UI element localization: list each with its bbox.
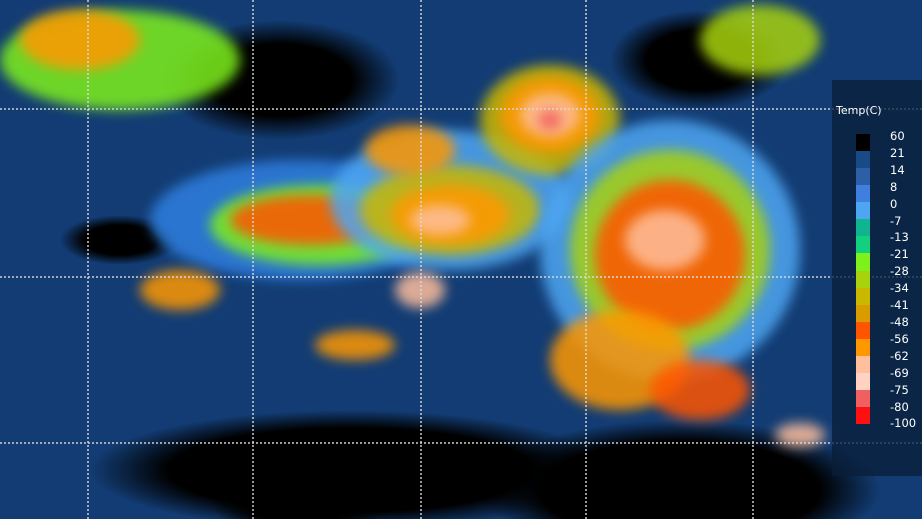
legend-label: 60 [890,129,905,143]
legend-label: 14 [890,162,905,177]
legend-label: -75 [890,382,909,397]
legend-label: -62 [890,348,909,363]
legend-label: -56 [890,331,909,346]
legend-label: -21 [890,247,909,262]
legend-labels: 60 21 14 8 0 -7 -13 -21 -28 -34 -41 -48 -56 -62 -69 -75… [890,128,916,432]
legend-label: -69 [890,365,909,380]
legend-label: -34 [890,281,909,296]
latitude-gridline [0,442,922,444]
legend-label: -41 [890,298,909,313]
legend-color-band [856,202,870,220]
legend-colorbar [856,134,870,425]
cloud-cluster [538,110,562,130]
legend-color-band [856,287,870,305]
legend-label: -7 [890,213,902,228]
cloud-cluster [625,210,705,270]
legend-color-band [856,270,870,288]
longitude-gridline [752,0,754,519]
longitude-gridline [87,0,89,519]
cloud-cluster [20,10,140,70]
legend-label: 8 [890,179,898,194]
legend-color-band [856,372,870,390]
legend-color-band [856,355,870,373]
cloud-cluster [650,360,750,420]
cloud-cluster [315,330,395,360]
legend-color-band [856,151,870,169]
legend-color-band [856,253,870,271]
cloud-cluster [700,5,820,75]
legend-color-band [856,321,870,339]
longitude-gridline [420,0,422,519]
longitude-gridline [585,0,587,519]
longitude-gridline [252,0,254,519]
legend-color-band [856,338,870,356]
legend-label: -80 [890,399,909,414]
legend-label: -28 [890,264,909,279]
legend-label: -100 [890,416,917,431]
cloud-cluster [365,125,455,175]
legend-color-band [856,185,870,203]
legend-label: 21 [890,145,905,160]
cloud-cluster [410,205,470,235]
legend-color-band [856,407,870,425]
legend-label: 0 [890,196,898,211]
temperature-legend: Temp(C) 60 21 14 8 0 -7 -13 -21 -28 -34 -41 -48 -56 -… [832,80,922,476]
legend-color-band [856,134,870,152]
legend-color-band [856,304,870,322]
legend-label: -48 [890,314,909,329]
latitude-gridline [0,108,922,110]
legend-color-band [856,389,870,407]
legend-color-band [856,236,870,254]
latitude-gridline [0,276,922,278]
legend-color-band [856,219,870,237]
legend-label: -13 [890,230,909,245]
legend-title: Temp(C) [836,104,882,117]
legend-color-band [856,168,870,186]
